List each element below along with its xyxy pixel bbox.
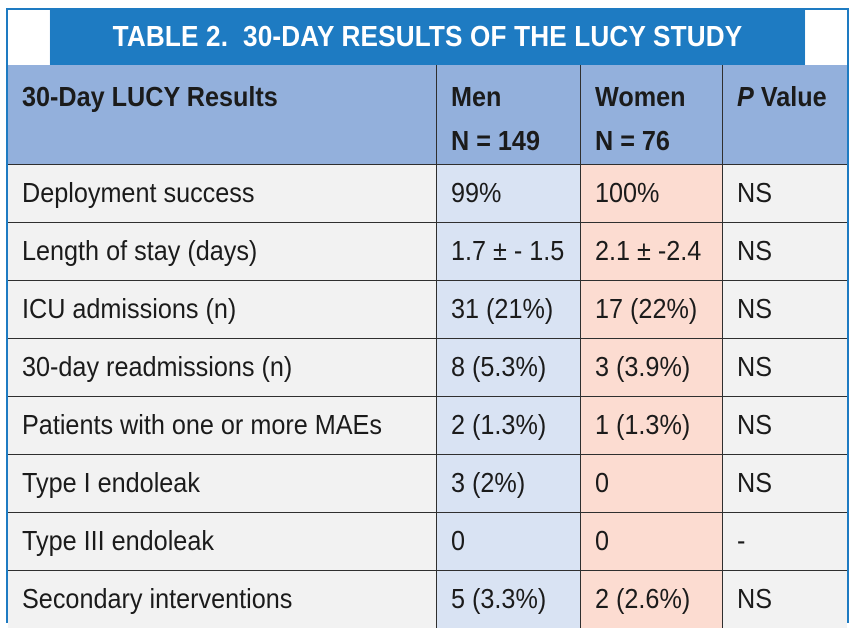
- row-label: 30-day readmissions (n): [8, 337, 437, 397]
- women-value: 1 (1.3%): [579, 395, 723, 455]
- table-row: Length of stay (days) 1.7 ± - 1.5 2.1 ± …: [8, 221, 847, 281]
- header-pvalue: P Value: [721, 65, 847, 165]
- women-value: 100%: [579, 163, 723, 223]
- women-value: 3 (3.9%): [579, 337, 723, 397]
- header-men-label: Men: [450, 81, 501, 112]
- p-value: NS: [721, 279, 847, 339]
- header-results: 30-Day LUCY Results: [8, 65, 437, 165]
- men-value: 2 (1.3%): [435, 395, 581, 455]
- p-value: NS: [721, 395, 847, 455]
- results-table-frame: TABLE 2. 30-DAY RESULTS OF THE LUCY STUD…: [6, 8, 849, 628]
- men-value: 1.7 ± - 1.5: [435, 221, 581, 281]
- header-men-n: N = 149: [450, 125, 540, 156]
- header-pvalue-p: P: [736, 81, 754, 112]
- table-row: 30-day readmissions (n) 8 (5.3%) 3 (3.9%…: [8, 337, 847, 397]
- p-value: NS: [721, 163, 847, 223]
- p-value: NS: [721, 569, 847, 628]
- men-value: 31 (21%): [435, 279, 581, 339]
- p-value: NS: [721, 221, 847, 281]
- men-value: 5 (3.3%): [435, 569, 581, 628]
- men-value: 8 (5.3%): [435, 337, 581, 397]
- header-women-label: Women: [594, 81, 686, 112]
- p-value: NS: [721, 337, 847, 397]
- table-row: Deployment success 99% 100% NS: [8, 163, 847, 223]
- table-row: Patients with one or more MAEs 2 (1.3%) …: [8, 395, 847, 455]
- row-label: Type III endoleak: [8, 511, 437, 571]
- header-women-n: N = 76: [594, 125, 670, 156]
- table-row: ICU admissions (n) 31 (21%) 17 (22%) NS: [8, 279, 847, 339]
- p-value: NS: [721, 453, 847, 513]
- table-row: Type III endoleak 0 0 -: [8, 511, 847, 571]
- table-row: Secondary interventions 5 (3.3%) 2 (2.6%…: [8, 569, 847, 628]
- header-women: Women N = 76: [579, 65, 723, 165]
- results-table: 30-Day LUCY Results Men N = 149 Women N …: [8, 65, 847, 628]
- row-label: Length of stay (days): [8, 221, 437, 281]
- men-value: 99%: [435, 163, 581, 223]
- row-label: Secondary interventions: [8, 569, 437, 628]
- row-label: ICU admissions (n): [8, 279, 437, 339]
- women-value: 17 (22%): [579, 279, 723, 339]
- women-value: 2 (2.6%): [579, 569, 723, 628]
- men-value: 3 (2%): [435, 453, 581, 513]
- row-label: Patients with one or more MAEs: [8, 395, 437, 455]
- table-row: Type I endoleak 3 (2%) 0 NS: [8, 453, 847, 513]
- women-value: 2.1 ± -2.4: [579, 221, 723, 281]
- row-label: Deployment success: [8, 163, 437, 223]
- header-row: 30-Day LUCY Results Men N = 149 Women N …: [8, 65, 847, 165]
- header-men: Men N = 149: [435, 65, 581, 165]
- men-value: 0: [435, 511, 581, 571]
- header-pvalue-rest: Value: [753, 81, 827, 112]
- women-value: 0: [579, 453, 723, 513]
- table-title: TABLE 2. 30-DAY RESULTS OF THE LUCY STUD…: [49, 10, 806, 65]
- p-value: -: [721, 511, 847, 571]
- row-label: Type I endoleak: [8, 453, 437, 513]
- women-value: 0: [579, 511, 723, 571]
